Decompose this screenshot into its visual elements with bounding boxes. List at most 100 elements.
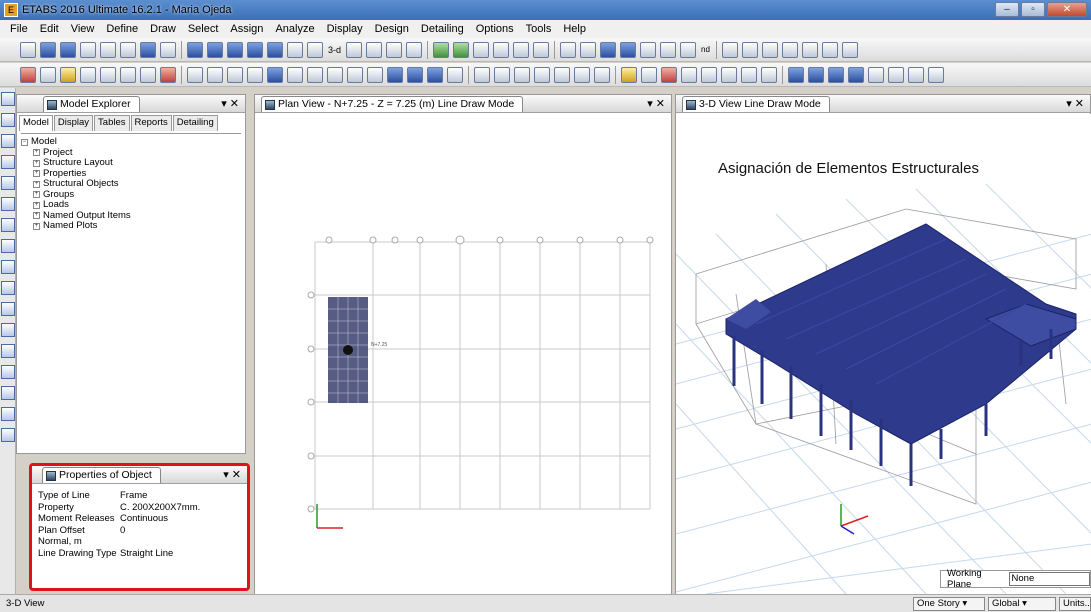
view-3d-label[interactable]: 3-d <box>328 45 341 55</box>
tree-node-loads[interactable]: + Loads <box>21 200 241 211</box>
properties-tab[interactable]: Properties of Object <box>42 467 161 483</box>
assign-diaphragm-icon[interactable] <box>80 67 96 83</box>
cross-section-icon[interactable] <box>327 67 343 83</box>
pointer-icon[interactable] <box>1 92 15 106</box>
draw-wall-opening-icon[interactable] <box>1 344 15 358</box>
draw-beam-tool-icon[interactable] <box>1 197 15 211</box>
move-up-icon[interactable] <box>433 42 449 58</box>
refresh-view-icon[interactable] <box>386 42 402 58</box>
draw-polygon-icon[interactable] <box>554 67 570 83</box>
property-row[interactable]: Plan Offset Normal, m0 <box>38 525 243 548</box>
draw-opening-icon[interactable] <box>534 67 550 83</box>
select-by-property-icon[interactable] <box>287 67 303 83</box>
elevation-view-icon[interactable] <box>366 42 382 58</box>
draw-brace-icon[interactable] <box>762 42 778 58</box>
reshape-icon[interactable] <box>1 113 15 127</box>
select-intersecting-icon[interactable] <box>267 67 283 83</box>
slab-design-icon[interactable] <box>660 42 676 58</box>
shear-wall-design-icon[interactable] <box>848 67 864 83</box>
draw-beam-icon[interactable] <box>722 42 738 58</box>
3d-view-tab[interactable]: 3-D View Line Draw Mode <box>682 96 830 112</box>
close-button[interactable]: ✕ <box>1047 2 1087 17</box>
menu-view[interactable]: View <box>65 23 101 35</box>
zoom-out-icon[interactable] <box>227 42 243 58</box>
draw-link-tool-icon[interactable] <box>1 365 15 379</box>
draw-frame-icon[interactable] <box>474 67 490 83</box>
design-frame-icon[interactable] <box>560 42 576 58</box>
point-load-icon[interactable] <box>347 67 363 83</box>
undo-icon[interactable] <box>80 42 96 58</box>
assign-release-icon[interactable] <box>120 67 136 83</box>
lock-icon[interactable] <box>140 42 156 58</box>
menu-edit[interactable]: Edit <box>34 23 65 35</box>
distributed-load-icon[interactable] <box>367 67 383 83</box>
run-analysis-icon[interactable] <box>160 42 176 58</box>
pencil-icon[interactable] <box>120 42 136 58</box>
redo-icon[interactable] <box>100 42 116 58</box>
select-previous-icon[interactable] <box>227 67 243 83</box>
model-explorer-tab[interactable]: Model Explorer <box>43 96 140 112</box>
zoom-extents-icon[interactable] <box>267 42 283 58</box>
tree-node-structural-objects[interactable]: + Structural Objects <box>21 179 241 190</box>
properties-menu-close[interactable]: ▾ ✕ <box>223 468 241 481</box>
coordinate-system-select[interactable]: Global ▾ <box>988 597 1056 611</box>
menu-display[interactable]: Display <box>321 23 369 35</box>
assign-joint-icon[interactable] <box>20 67 36 83</box>
pan-icon[interactable] <box>287 42 303 58</box>
show-axial-icon[interactable] <box>721 67 737 83</box>
menu-draw[interactable]: Draw <box>144 23 182 35</box>
app-icon[interactable]: E <box>4 3 18 17</box>
menu-analyze[interactable]: Analyze <box>269 23 320 35</box>
assign-local-axes-icon[interactable] <box>160 67 176 83</box>
draw-slab-icon[interactable] <box>802 42 818 58</box>
show-deformed-icon[interactable] <box>621 67 637 83</box>
select-pointer-icon[interactable] <box>187 67 203 83</box>
story-select[interactable]: One Story ▾ <box>913 597 985 611</box>
show-shear-icon[interactable] <box>701 67 717 83</box>
property-row[interactable]: Type of Line Frame <box>38 490 243 502</box>
tree-node-structure-layout[interactable]: + Structure Layout <box>21 158 241 169</box>
select-all-icon[interactable] <box>207 67 223 83</box>
draw-grid-tool-icon[interactable] <box>1 386 15 400</box>
zoom-previous-icon[interactable] <box>247 42 263 58</box>
assign-restraint-icon[interactable] <box>40 67 56 83</box>
draw-wall-tool-icon[interactable] <box>1 302 15 316</box>
steel-design-icon[interactable] <box>788 67 804 83</box>
open-icon[interactable] <box>40 42 56 58</box>
draw-link-icon[interactable] <box>574 67 590 83</box>
design-combos-icon[interactable] <box>908 67 924 83</box>
draw-section-icon[interactable] <box>1 428 15 442</box>
table-icon[interactable] <box>680 42 696 58</box>
design-check-icon[interactable] <box>580 42 596 58</box>
plan-view-canvas[interactable]: N+7.25 <box>255 114 671 594</box>
move-down-icon[interactable] <box>453 42 469 58</box>
draw-brace-tool-icon[interactable] <box>1 155 15 169</box>
nd-label[interactable]: nd <box>701 45 710 54</box>
explorer-menu-close[interactable]: ▾ ✕ <box>221 97 239 110</box>
rotate-icon[interactable] <box>307 42 323 58</box>
wall-design-icon[interactable] <box>640 42 656 58</box>
column-design-icon[interactable] <box>620 42 636 58</box>
object-shrink-icon[interactable] <box>473 42 489 58</box>
show-stress-icon[interactable] <box>661 67 677 83</box>
beam-design-icon[interactable] <box>600 42 616 58</box>
structural-frame-model[interactable] <box>726 224 1076 486</box>
tab-reports[interactable]: Reports <box>131 115 172 131</box>
composite-design-icon[interactable] <box>828 67 844 83</box>
tree-node-model[interactable]: − Model <box>21 137 241 148</box>
3d-view-menu-close[interactable]: ▾ ✕ <box>1066 97 1084 110</box>
menu-help[interactable]: Help <box>557 23 592 35</box>
draw-x-brace-icon[interactable] <box>1 218 15 232</box>
plan-view-icon[interactable] <box>346 42 362 58</box>
draw-area-icon[interactable] <box>494 67 510 83</box>
selected-frame-mesh[interactable] <box>328 297 368 403</box>
assign-frame-section-icon[interactable] <box>100 67 116 83</box>
concrete-design-icon[interactable] <box>808 67 824 83</box>
draw-dimension-icon[interactable] <box>822 42 838 58</box>
draw-rectangle-icon[interactable] <box>514 67 530 83</box>
draw-wall-icon[interactable] <box>782 42 798 58</box>
quick-draw-floor-icon[interactable] <box>1 281 15 295</box>
tab-tables[interactable]: Tables <box>94 115 129 131</box>
plan-view-tab[interactable]: Plan View - N+7.25 - Z = 7.25 (m) Line D… <box>261 96 523 112</box>
assign-spring-icon[interactable] <box>60 67 76 83</box>
